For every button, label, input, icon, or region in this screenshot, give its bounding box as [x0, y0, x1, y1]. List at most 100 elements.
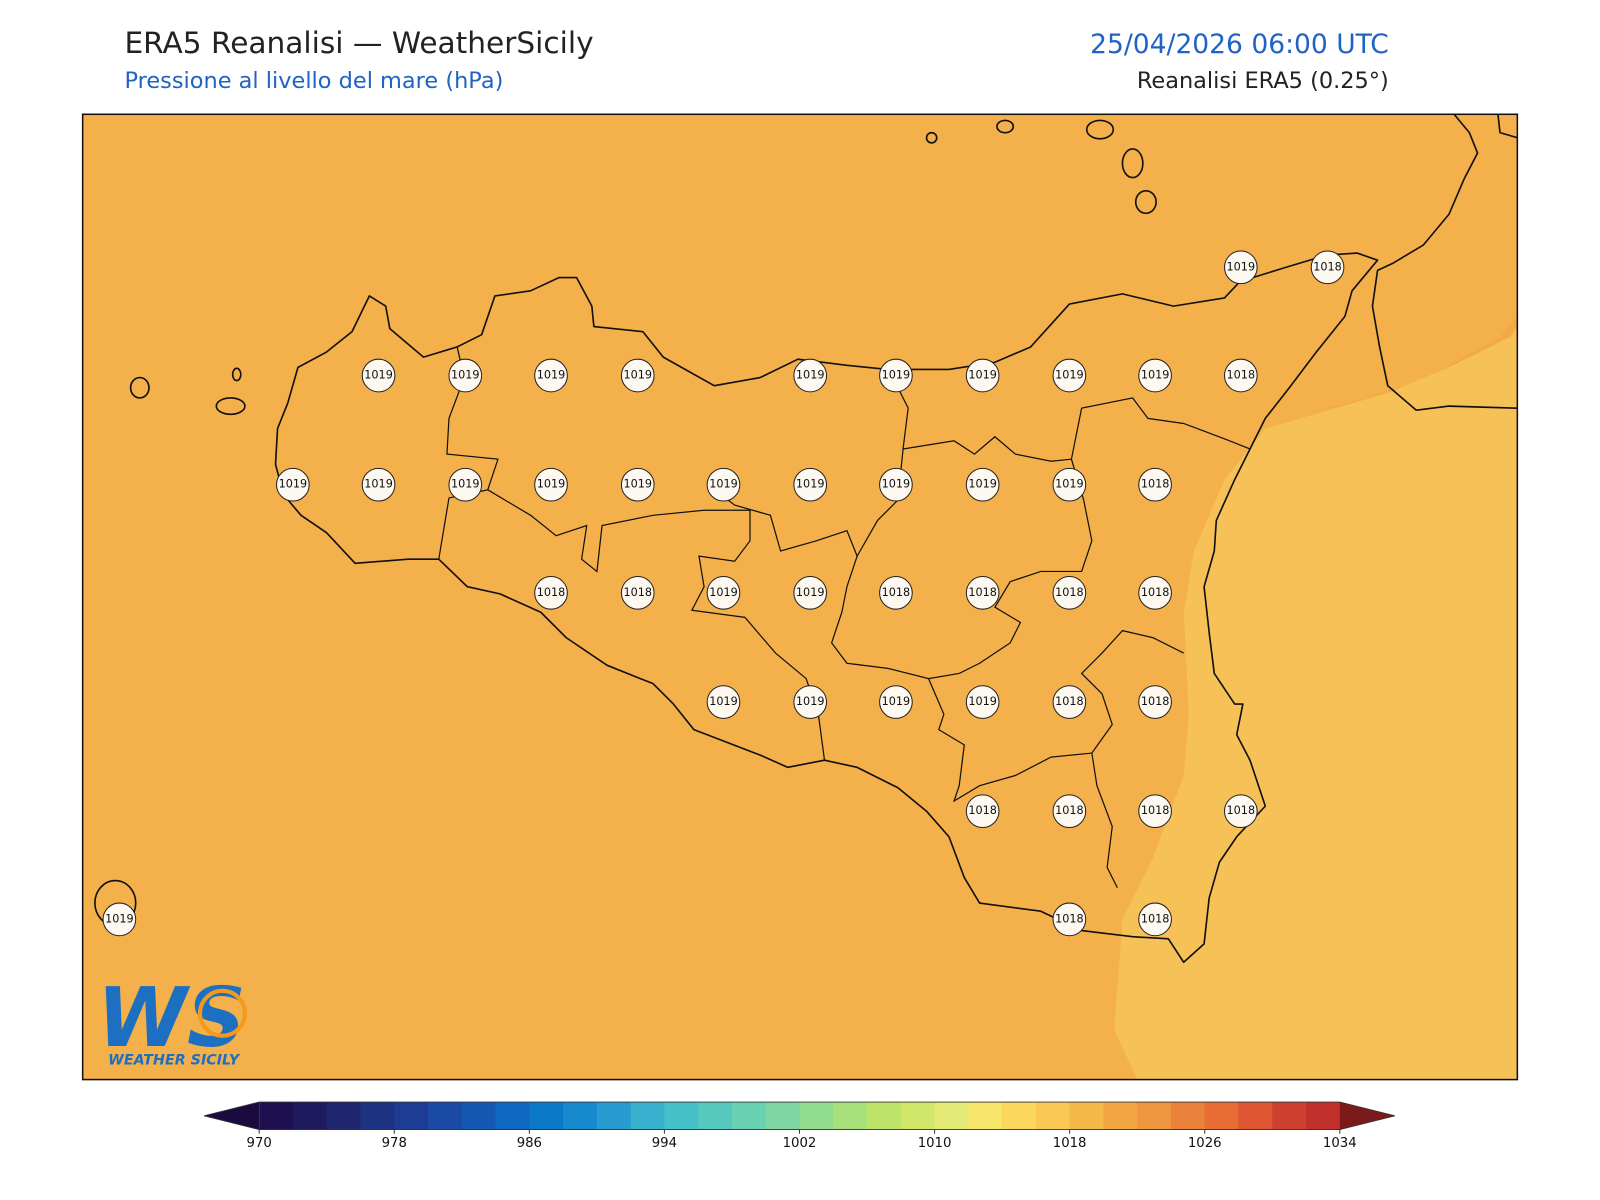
station: 1019 [620, 358, 655, 393]
station-marker [1052, 358, 1087, 393]
station-value: 1018 [1055, 586, 1084, 599]
station-value: 1018 [1141, 478, 1170, 491]
datetime: 25/04/2026 06:00 UTC [1090, 29, 1389, 60]
colorbar-band [867, 1102, 902, 1130]
colorbar-tick-label: 978 [382, 1136, 407, 1151]
colorbar-tick-label: 1002 [783, 1136, 817, 1151]
colorbar-tick-label: 1026 [1188, 1136, 1222, 1151]
station-value: 1019 [451, 478, 480, 491]
station: 1019 [620, 467, 655, 502]
station: 1018 [1052, 794, 1087, 829]
station: 1019 [534, 358, 568, 393]
colorbar-band [833, 1102, 868, 1130]
logo-sun [197, 988, 247, 1038]
station-marker [1052, 467, 1087, 502]
station-marker [1138, 467, 1172, 502]
station-marker [1052, 685, 1087, 719]
island [1085, 119, 1115, 140]
station: 1019 [793, 685, 828, 719]
colorbar-band [900, 1102, 936, 1130]
station-marker [1138, 685, 1172, 719]
station: 1019 [102, 902, 137, 937]
station: 1018 [965, 794, 1000, 829]
station-marker [102, 902, 137, 937]
station-value: 1019 [968, 369, 997, 382]
map-frame [81, 113, 1519, 1081]
station-marker [965, 467, 1000, 502]
station-marker [879, 467, 913, 502]
station: 1019 [965, 685, 1000, 719]
station-value: 1019 [1141, 369, 1170, 382]
colorbar-band [1170, 1102, 1206, 1130]
colorbar: 970 978 986 994 1002 1010 1018 1026 1034 [203, 1101, 1395, 1151]
station: 1018 [1138, 902, 1172, 937]
colorbar-band [292, 1102, 328, 1130]
island [1121, 148, 1144, 179]
station-marker [1052, 902, 1087, 937]
station: 1019 [1052, 358, 1087, 393]
station-value: 1019 [1055, 478, 1084, 491]
station-marker [1138, 358, 1172, 393]
island [215, 397, 246, 416]
station-value: 1019 [537, 369, 566, 382]
station-marker [1138, 576, 1172, 610]
station: 1019 [1138, 358, 1172, 393]
station-value: 1019 [796, 695, 825, 708]
station-marker [965, 576, 1000, 610]
province-border [713, 397, 1251, 680]
station-marker [1223, 358, 1258, 393]
station-marker [965, 794, 1000, 829]
colorbar-under [204, 1102, 260, 1130]
colorbar-band [259, 1102, 294, 1130]
station-value: 1019 [623, 478, 652, 491]
station-value: 1019 [796, 478, 825, 491]
station: 1019 [1052, 467, 1087, 502]
colorbar-band [596, 1102, 632, 1130]
station-marker [361, 467, 396, 502]
station-value: 1019 [451, 369, 480, 382]
station-marker [965, 685, 1000, 719]
station-value: 1019 [623, 369, 652, 382]
station-value: 1018 [1055, 912, 1084, 925]
station: 1019 [793, 576, 828, 610]
colorbar-band [1069, 1102, 1104, 1130]
station-marker [879, 576, 913, 610]
colorbar-tick-label: 994 [652, 1136, 677, 1151]
station-value: 1019 [882, 695, 911, 708]
station-marker [361, 358, 396, 393]
station: 1018 [1223, 358, 1258, 393]
station-marker [793, 467, 828, 502]
subtitle: Pressione al livello del mare (hPa) [124, 68, 503, 94]
station-value: 1019 [364, 369, 393, 382]
station-value: 1019 [882, 478, 911, 491]
station-marker [706, 467, 741, 502]
station-value: 1019 [796, 369, 825, 382]
station: 1018 [1052, 685, 1087, 719]
station: 1018 [1138, 467, 1172, 502]
station-labels: 1019 1018 1019 1019 1019 1019 1019 1019 1019 1019… [102, 250, 1345, 937]
map: 1019 1018 1019 1019 1019 1019 1019 1019 1019 1019… [81, 113, 1519, 1081]
station-marker [793, 576, 828, 610]
pressure-field-se [1114, 326, 1518, 1080]
station: 1019 [965, 467, 1000, 502]
colorbar-band [1238, 1102, 1273, 1130]
station: 1018 [1223, 794, 1258, 829]
station-marker [534, 358, 568, 393]
station-value: 1019 [279, 478, 308, 491]
island [925, 131, 938, 144]
colorbar-band [630, 1102, 665, 1130]
island [996, 119, 1015, 134]
station-marker [1052, 794, 1087, 829]
station: 1019 [706, 685, 741, 719]
station-value: 1019 [709, 478, 738, 491]
station-value: 1019 [1055, 369, 1084, 382]
station: 1019 [448, 358, 483, 393]
station: 1019 [361, 358, 396, 393]
station-marker [1138, 794, 1172, 829]
station: 1019 [276, 467, 310, 502]
station-marker [1138, 902, 1172, 937]
station-marker [879, 685, 913, 719]
station: 1018 [1138, 794, 1172, 829]
